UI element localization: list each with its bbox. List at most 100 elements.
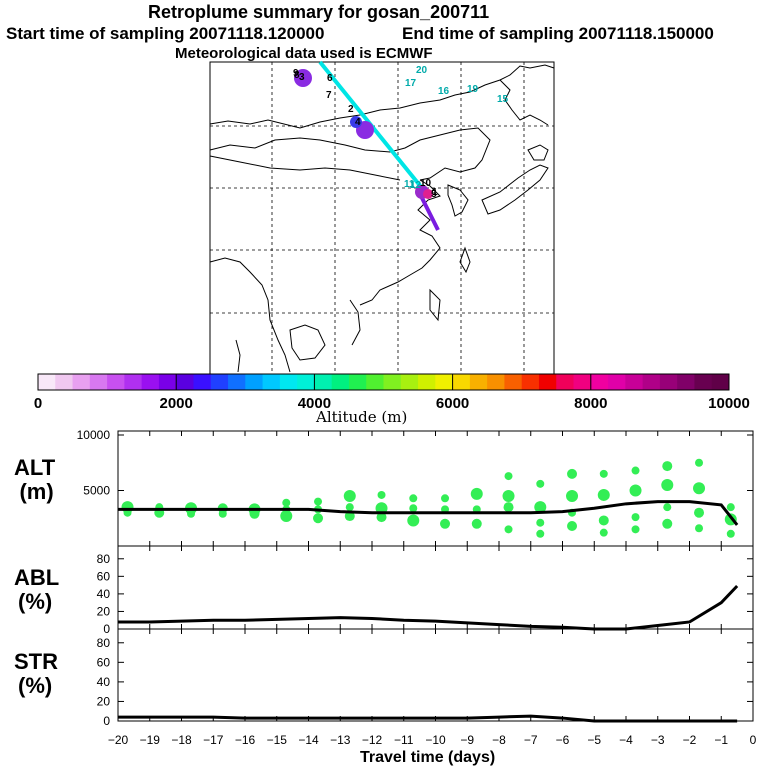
altitude-point: [726, 529, 735, 538]
colorbar-cell: [677, 374, 695, 390]
colorbar-cell: [400, 374, 419, 390]
plume-label: 6: [327, 73, 333, 84]
x-tick-label: −16: [235, 733, 256, 747]
x-tick-label: −11: [394, 733, 414, 747]
altitude-point: [631, 466, 640, 475]
colorbar-cell: [314, 374, 333, 390]
x-tick-label: −6: [556, 733, 570, 747]
y-tick-label: 80: [97, 552, 111, 566]
plume-label: 20: [416, 65, 428, 76]
colorbar-cell: [158, 374, 177, 390]
plume-label: 5: [431, 189, 437, 200]
map-gridlines: [210, 62, 554, 374]
x-tick-label: −3: [651, 733, 665, 747]
colorbar-cell: [642, 374, 661, 390]
altitude-point: [661, 478, 674, 491]
colorbar-cell: [228, 374, 246, 390]
colorbar-tick-label: 0: [34, 395, 42, 412]
y-tick-label: 20: [97, 694, 111, 708]
plume-label: 8: [294, 70, 300, 81]
altitude-point: [407, 514, 420, 527]
colorbar-cell: [245, 374, 264, 390]
x-tick-label: −5: [587, 733, 601, 747]
plume-label: 11: [404, 179, 415, 190]
map-coastlines: [209, 64, 555, 373]
colorbar-cell: [435, 374, 454, 390]
altitude-point: [314, 497, 323, 506]
plume-label: 16: [438, 86, 450, 97]
altitude-point: [662, 461, 673, 472]
altitude-point: [536, 518, 545, 527]
altitude-point: [536, 479, 545, 488]
panel-frame: [117, 545, 754, 630]
altitude-point: [695, 458, 704, 467]
met-data-label: Meteorological data used is ECMWF: [175, 45, 433, 62]
colorbar-cell: [89, 374, 108, 390]
series-line-str: [118, 714, 738, 723]
altitude-point: [504, 472, 513, 481]
altitude-point: [631, 525, 640, 534]
colorbar-cell: [590, 374, 609, 390]
colorbar-tick-label: 8000: [574, 395, 607, 412]
alt-axis-title-text: ALT (m): [14, 456, 55, 504]
str-axis-title-text: STR (%): [14, 650, 58, 698]
colorbar-tick-label: 10000: [708, 395, 750, 412]
altitude-point: [376, 512, 387, 523]
strlabel-line1: STR: [14, 649, 58, 674]
y-tick-label: 0: [103, 714, 110, 728]
altitude-point: [344, 511, 355, 522]
y-tick-label: 40: [97, 675, 111, 689]
altitude-point: [567, 468, 578, 479]
x-tick-label: −9: [460, 733, 474, 747]
x-tick-label: −18: [171, 733, 192, 747]
map-frame: [209, 61, 555, 375]
plume-marker: [350, 116, 362, 128]
colorbar-cell: [418, 374, 436, 390]
altitude-point: [249, 508, 260, 519]
altitude-point: [534, 501, 547, 514]
series-line-alt: [118, 500, 739, 526]
altitude-point: [503, 502, 514, 513]
y-tick-label: 80: [97, 636, 111, 650]
x-tick-label: −12: [362, 733, 383, 747]
colorbar-cell: [487, 374, 505, 390]
colorbar-cell: [193, 374, 212, 390]
y-tick-label: 60: [97, 569, 111, 583]
colorbar-cell: [521, 374, 540, 390]
colorbar-cell: [331, 374, 350, 390]
altitude-point: [726, 503, 735, 512]
panel-frame: [117, 628, 754, 722]
x-tick-label: 0: [750, 733, 757, 747]
altitude-point: [536, 529, 545, 538]
abl-axis-title-text: ABL (%): [14, 566, 59, 614]
colorbar-cells: [38, 374, 730, 390]
x-tick-label: −8: [492, 733, 506, 747]
colorbar-cell: [107, 374, 125, 390]
str-axis-title: STR (%): [14, 650, 58, 698]
altitude-point: [599, 528, 608, 537]
plume-label: 17: [405, 78, 417, 89]
altitude-point: [470, 487, 483, 500]
start-time-label: Start time of sampling 20071118.120000: [6, 24, 325, 43]
colorbar-cell: [556, 374, 575, 390]
altitude-point: [280, 510, 293, 523]
colorbar-cell: [141, 374, 160, 390]
colorbar-cell: [383, 374, 402, 390]
plume-label: 3: [299, 72, 305, 83]
panel-abl: 0 20 40 60 80: [97, 545, 754, 636]
altitude-point: [377, 490, 386, 499]
altitude-point: [345, 503, 354, 512]
colorbar-cell: [625, 374, 644, 390]
colorbar-cell: [38, 374, 56, 390]
colorbar-tick-label: 6000: [436, 395, 469, 412]
colorbar-cell: [262, 374, 281, 390]
abllabel-line1: ABL: [14, 565, 60, 590]
colorbar-cell: [659, 374, 678, 390]
colorbar-cell: [297, 374, 315, 390]
panel-frame: [117, 430, 754, 547]
altitude-point: [218, 509, 227, 518]
